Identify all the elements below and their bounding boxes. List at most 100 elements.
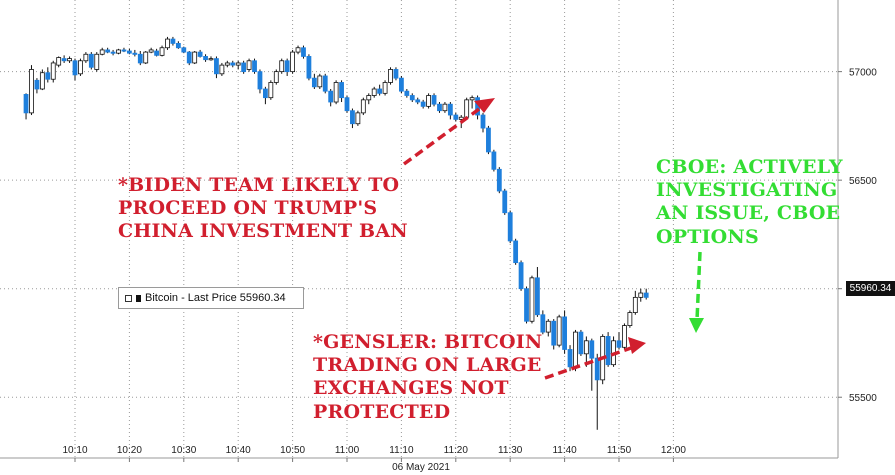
candle-body (371, 88, 377, 96)
candle (127, 48, 132, 55)
candle-body (268, 82, 274, 99)
candle (165, 36, 170, 50)
annotation-line: CHINA INVESTMENT BAN (118, 220, 408, 243)
candle (279, 58, 285, 74)
candle (643, 288, 649, 300)
candle-body (284, 60, 290, 73)
candle (480, 112, 486, 133)
candle (219, 62, 225, 76)
x-tick-label: 12:00 (661, 445, 686, 456)
candle (252, 58, 257, 74)
candle (540, 310, 546, 335)
annotation-line: PROTECTED (313, 400, 451, 423)
candle-body (306, 56, 312, 79)
candle-body (616, 340, 622, 348)
x-tick-label: 10:20 (117, 445, 142, 456)
candle (371, 86, 377, 98)
candle (23, 93, 29, 120)
candle-body (262, 88, 268, 99)
candle-body (56, 57, 62, 66)
candle-body (464, 99, 470, 118)
candle-body (317, 75, 323, 88)
candle (268, 80, 274, 100)
candle-body (339, 82, 344, 99)
x-tick-label: 11:40 (552, 445, 577, 456)
candle-body (333, 82, 339, 103)
candle-body (562, 316, 567, 350)
candle (344, 95, 350, 113)
candle (50, 60, 56, 83)
candle (638, 288, 644, 302)
candle (137, 51, 143, 66)
annotation-line: CBOE: ACTIVELY (656, 156, 843, 178)
candle (311, 73, 317, 89)
chart-legend: Bitcoin - Last Price 55960.34 (118, 287, 304, 309)
candle (551, 319, 557, 350)
candle (257, 69, 263, 94)
candle (578, 329, 584, 356)
candle (382, 80, 388, 96)
candle (328, 88, 334, 107)
candle (594, 353, 600, 430)
candle-body (132, 52, 138, 55)
candle (61, 55, 67, 63)
arrow-gensler-head (628, 337, 646, 354)
candle (56, 56, 62, 68)
candle (143, 51, 149, 65)
candle-body (594, 357, 600, 381)
candle (437, 102, 442, 113)
candle-body (437, 103, 442, 112)
candle (290, 49, 296, 74)
candle-body (50, 62, 56, 80)
candle (502, 188, 508, 215)
candle (589, 338, 595, 391)
candle (94, 52, 100, 72)
candle-body (420, 101, 426, 107)
candle (513, 238, 519, 265)
candle (246, 58, 252, 72)
candle (224, 60, 230, 68)
candle (322, 73, 328, 94)
candle (148, 47, 154, 54)
candle (105, 47, 111, 54)
candle (317, 73, 323, 89)
candle-body (518, 262, 524, 290)
candle (404, 88, 410, 98)
candle-body (214, 58, 219, 75)
x-tick-label: 10:30 (171, 445, 196, 456)
candle-body (301, 47, 306, 57)
y-tick-label: 56500 (849, 176, 877, 187)
candle (235, 60, 241, 70)
candle (415, 97, 421, 105)
candle (573, 329, 578, 372)
arrow-biden-head (474, 98, 495, 113)
arrow-biden (402, 102, 488, 166)
candle (562, 310, 567, 354)
candle-body (224, 62, 230, 66)
candle-body (127, 50, 132, 54)
candle (355, 110, 361, 126)
candle (72, 58, 78, 81)
candle-body (605, 336, 611, 366)
x-axis-date-label: 06 May 2021 (392, 462, 450, 473)
annotation-arrows (402, 98, 704, 380)
candle-body (622, 325, 627, 348)
x-tick-label: 11:20 (444, 445, 469, 456)
candle-body (431, 95, 437, 105)
candle-body (377, 88, 383, 94)
candle (116, 48, 121, 55)
candle-body (398, 77, 404, 92)
candle (181, 46, 187, 54)
candle (45, 67, 51, 83)
candle-body (88, 53, 94, 68)
candle-body (61, 58, 67, 62)
x-tick-label: 10:50 (280, 445, 305, 456)
annotation-line: *GENSLER: BITCOIN (313, 331, 543, 353)
candle (175, 41, 181, 49)
candle (83, 52, 89, 63)
candle-body (154, 50, 160, 56)
candle-body (78, 60, 83, 75)
candle (632, 290, 638, 315)
candle (475, 95, 480, 120)
candle (67, 56, 72, 63)
